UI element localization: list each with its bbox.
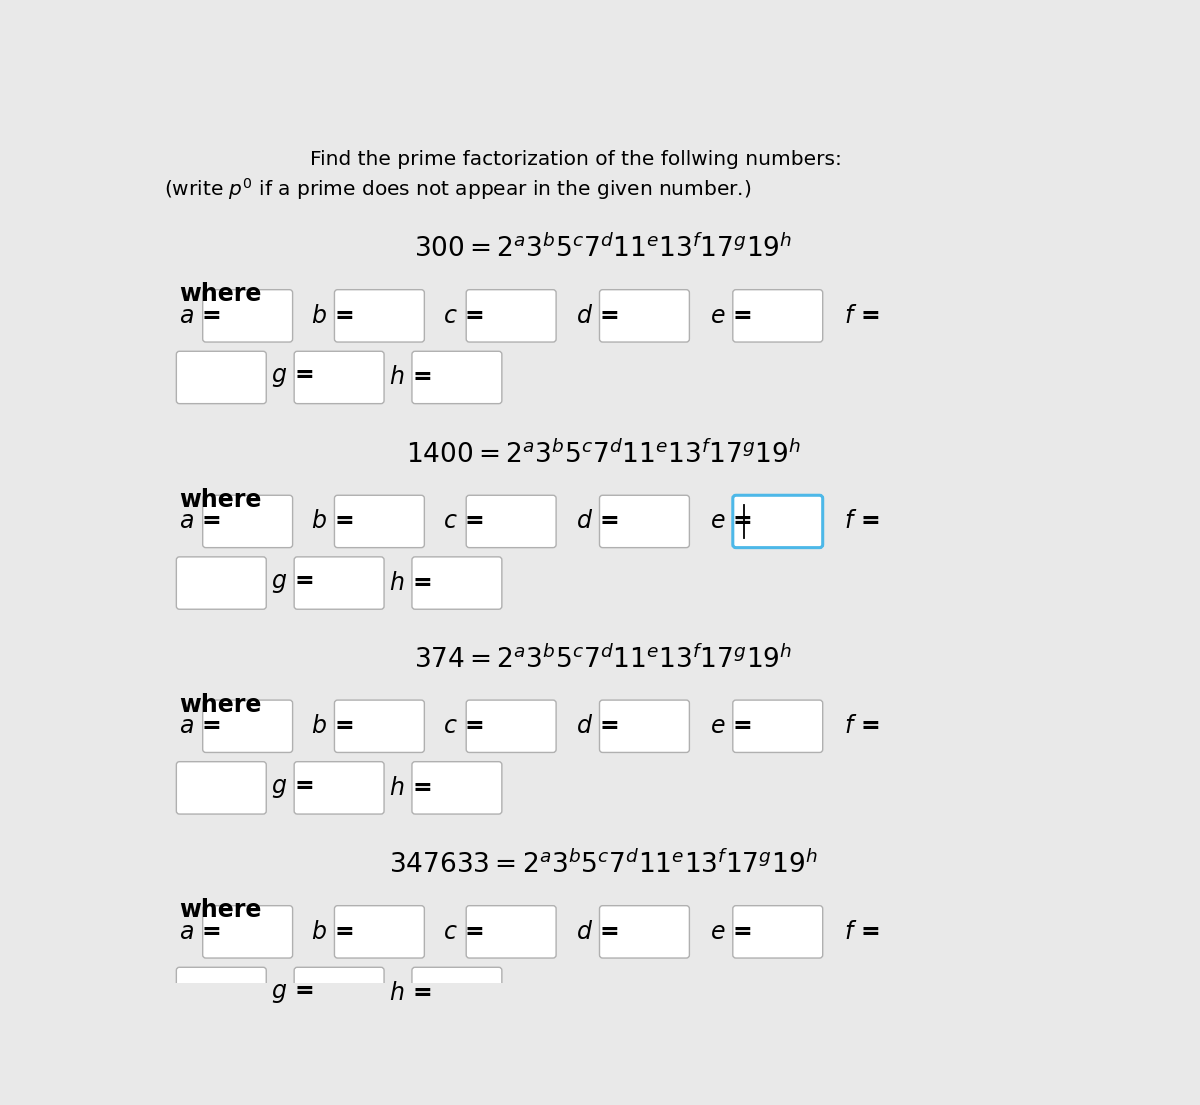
Text: $\mathit{c}$ =: $\mathit{c}$ = xyxy=(443,919,484,944)
FancyBboxPatch shape xyxy=(294,557,384,609)
Text: $\mathit{f}$ =: $\mathit{f}$ = xyxy=(844,304,880,328)
Text: $\mathit{d}$ =: $\mathit{d}$ = xyxy=(576,919,619,944)
Text: $\mathit{a}$ =: $\mathit{a}$ = xyxy=(180,714,222,738)
FancyBboxPatch shape xyxy=(176,557,266,609)
Text: $300 = 2^a3^b5^c7^d11^e13^f17^g19^h$: $300 = 2^a3^b5^c7^d11^e13^f17^g19^h$ xyxy=(414,234,792,262)
FancyBboxPatch shape xyxy=(176,967,266,1020)
FancyBboxPatch shape xyxy=(733,495,823,548)
Text: $\mathit{e}$ =: $\mathit{e}$ = xyxy=(709,509,751,534)
Text: $\mathit{f}$ =: $\mathit{f}$ = xyxy=(844,509,880,534)
Text: where: where xyxy=(180,693,262,717)
FancyBboxPatch shape xyxy=(412,761,502,814)
Text: $\mathit{g}$ =: $\mathit{g}$ = xyxy=(271,776,313,800)
FancyBboxPatch shape xyxy=(203,906,293,958)
FancyBboxPatch shape xyxy=(176,761,266,814)
Text: $\mathit{d}$ =: $\mathit{d}$ = xyxy=(576,304,619,328)
Text: where: where xyxy=(180,488,262,512)
FancyBboxPatch shape xyxy=(294,351,384,403)
Text: $\mathit{c}$ =: $\mathit{c}$ = xyxy=(443,509,484,534)
FancyBboxPatch shape xyxy=(600,495,689,548)
Text: $\mathit{c}$ =: $\mathit{c}$ = xyxy=(443,304,484,328)
Text: $\mathit{g}$ =: $\mathit{g}$ = xyxy=(271,571,313,596)
Text: $\mathit{a}$ =: $\mathit{a}$ = xyxy=(180,304,222,328)
FancyBboxPatch shape xyxy=(294,967,384,1020)
Text: $\mathit{h}$ =: $\mathit{h}$ = xyxy=(389,776,431,800)
FancyBboxPatch shape xyxy=(466,701,556,753)
Text: $\mathit{d}$ =: $\mathit{d}$ = xyxy=(576,509,619,534)
Text: $\mathit{c}$ =: $\mathit{c}$ = xyxy=(443,714,484,738)
Text: $\mathit{g}$ =: $\mathit{g}$ = xyxy=(271,366,313,389)
FancyBboxPatch shape xyxy=(733,290,823,343)
FancyBboxPatch shape xyxy=(335,906,425,958)
Text: $\mathit{e}$ =: $\mathit{e}$ = xyxy=(709,714,751,738)
FancyBboxPatch shape xyxy=(203,290,293,343)
FancyBboxPatch shape xyxy=(412,351,502,403)
Text: $\mathit{b}$ =: $\mathit{b}$ = xyxy=(311,509,354,534)
Text: $\mathit{h}$ =: $\mathit{h}$ = xyxy=(389,981,431,1006)
Text: $\mathit{f}$ =: $\mathit{f}$ = xyxy=(844,714,880,738)
Text: Find the prime factorization of the follwing numbers:: Find the prime factorization of the foll… xyxy=(311,150,842,169)
Text: $374 = 2^a3^b5^c7^d11^e13^f17^g19^h$: $374 = 2^a3^b5^c7^d11^e13^f17^g19^h$ xyxy=(414,644,792,673)
FancyBboxPatch shape xyxy=(600,290,689,343)
Text: $1400 = 2^a3^b5^c7^d11^e13^f17^g19^h$: $1400 = 2^a3^b5^c7^d11^e13^f17^g19^h$ xyxy=(406,440,800,467)
Text: $\mathit{e}$ =: $\mathit{e}$ = xyxy=(709,304,751,328)
FancyBboxPatch shape xyxy=(600,701,689,753)
Text: $\mathit{h}$ =: $\mathit{h}$ = xyxy=(389,366,431,389)
FancyBboxPatch shape xyxy=(412,967,502,1020)
Text: $\mathit{d}$ =: $\mathit{d}$ = xyxy=(576,714,619,738)
Text: $\mathit{b}$ =: $\mathit{b}$ = xyxy=(311,714,354,738)
FancyBboxPatch shape xyxy=(600,906,689,958)
FancyBboxPatch shape xyxy=(294,761,384,814)
Text: $\mathit{h}$ =: $\mathit{h}$ = xyxy=(389,571,431,596)
FancyBboxPatch shape xyxy=(335,290,425,343)
FancyBboxPatch shape xyxy=(203,495,293,548)
Text: $\mathit{a}$ =: $\mathit{a}$ = xyxy=(180,919,222,944)
Text: $\mathit{g}$ =: $\mathit{g}$ = xyxy=(271,981,313,1006)
FancyBboxPatch shape xyxy=(733,906,823,958)
FancyBboxPatch shape xyxy=(335,495,425,548)
Text: $\mathit{b}$ =: $\mathit{b}$ = xyxy=(311,304,354,328)
FancyBboxPatch shape xyxy=(466,906,556,958)
FancyBboxPatch shape xyxy=(466,495,556,548)
FancyBboxPatch shape xyxy=(203,701,293,753)
Text: $\mathit{e}$ =: $\mathit{e}$ = xyxy=(709,919,751,944)
FancyBboxPatch shape xyxy=(733,701,823,753)
Text: $\mathit{a}$ =: $\mathit{a}$ = xyxy=(180,509,222,534)
Text: $347633 = 2^a3^b5^c7^d11^e13^f17^g19^h$: $347633 = 2^a3^b5^c7^d11^e13^f17^g19^h$ xyxy=(389,850,817,878)
FancyBboxPatch shape xyxy=(412,557,502,609)
Text: $\mathit{b}$ =: $\mathit{b}$ = xyxy=(311,919,354,944)
FancyBboxPatch shape xyxy=(335,701,425,753)
Text: where: where xyxy=(180,282,262,306)
Text: $\mathit{f}$ =: $\mathit{f}$ = xyxy=(844,919,880,944)
FancyBboxPatch shape xyxy=(466,290,556,343)
Text: where: where xyxy=(180,898,262,923)
FancyBboxPatch shape xyxy=(176,351,266,403)
Text: (write $p^0$ if a prime does not appear in the given number.): (write $p^0$ if a prime does not appear … xyxy=(164,176,751,202)
